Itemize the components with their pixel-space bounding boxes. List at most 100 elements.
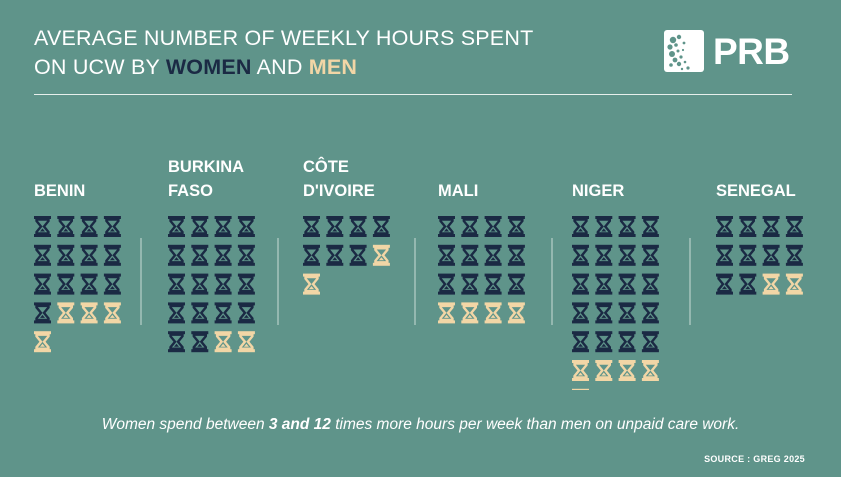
women-hourglass-icon bbox=[438, 244, 455, 266]
women-hourglass-icon bbox=[507, 216, 525, 237]
pictogram-chart: BENIN BURKINA FASO CÔTE D'IVOIRE MALI NIGER SEN… bbox=[34, 157, 803, 390]
men-hourglass-icon bbox=[618, 360, 636, 381]
women-hourglass-icon bbox=[461, 216, 479, 237]
women-hourglass-icon bbox=[214, 273, 232, 295]
footnote: Women spend between 3 and 12 times more … bbox=[0, 416, 841, 434]
men-hourglass-icon bbox=[438, 302, 455, 324]
women-hourglass-icon bbox=[191, 331, 209, 353]
women-hourglass-icon bbox=[34, 273, 51, 295]
note-bold: 3 and 12 bbox=[268, 416, 331, 433]
women-hourglass-icon bbox=[237, 302, 255, 324]
women-hourglass-icon bbox=[303, 216, 320, 237]
women-hourglass-icon bbox=[237, 273, 255, 295]
women-hourglass-icon bbox=[716, 244, 733, 266]
women-hourglass-icon bbox=[739, 216, 757, 237]
women-hourglass-icon bbox=[191, 302, 209, 324]
women-hourglass-icon bbox=[326, 244, 344, 266]
category-label: BENIN bbox=[34, 182, 85, 200]
category-label: MALI bbox=[438, 182, 478, 200]
men-hourglass-icon bbox=[572, 360, 589, 381]
men-hourglass-icon bbox=[303, 273, 320, 295]
women-hourglass-icon bbox=[326, 216, 344, 237]
women-hourglass-icon bbox=[641, 331, 659, 353]
women-hourglass-icon bbox=[237, 216, 255, 237]
women-hourglass-icon bbox=[572, 216, 589, 237]
women-hourglass-icon bbox=[716, 273, 733, 295]
men-hourglass-icon bbox=[372, 244, 390, 266]
women-hourglass-icon bbox=[303, 244, 320, 266]
women-hourglass-icon bbox=[785, 216, 803, 237]
women-hourglass-icon bbox=[349, 216, 367, 237]
women-hourglass-icon bbox=[572, 244, 589, 266]
women-hourglass-icon bbox=[80, 216, 98, 237]
men-hourglass-icon bbox=[484, 302, 502, 324]
women-hourglass-icon bbox=[57, 216, 75, 237]
women-hourglass-icon bbox=[641, 273, 659, 295]
men-hourglass-icon bbox=[214, 331, 232, 353]
women-hourglass-icon bbox=[57, 244, 75, 266]
men-hourglass-icon bbox=[572, 388, 589, 390]
women-hourglass-icon bbox=[716, 216, 733, 237]
women-hourglass-icon bbox=[237, 244, 255, 266]
women-hourglass-icon bbox=[484, 244, 502, 266]
women-hourglass-icon bbox=[103, 216, 121, 237]
category-label: CÔTE D'IVOIRE bbox=[303, 157, 375, 200]
women-hourglass-icon bbox=[168, 331, 185, 353]
women-hourglass-icon bbox=[191, 273, 209, 295]
women-hourglass-icon bbox=[103, 244, 121, 266]
women-hourglass-icon bbox=[168, 273, 185, 295]
women-hourglass-icon bbox=[214, 302, 232, 324]
women-hourglass-icon bbox=[618, 273, 636, 295]
title-divider bbox=[34, 94, 792, 95]
women-hourglass-icon bbox=[372, 216, 390, 237]
source-credit: SOURCE : GREG 2025 bbox=[704, 454, 805, 464]
women-hourglass-icon bbox=[785, 244, 803, 266]
note-after: times more hours per week than men on un… bbox=[330, 416, 740, 433]
women-hourglass-icon bbox=[618, 244, 636, 266]
chart-title: AVERAGE NUMBER OF WEEKLY HOURS SPENT ON … bbox=[34, 24, 533, 82]
category-label: NIGER bbox=[572, 182, 624, 200]
women-hourglass-icon bbox=[641, 244, 659, 266]
women-hourglass-icon bbox=[572, 273, 589, 295]
men-hourglass-icon bbox=[641, 360, 659, 381]
women-hourglass-icon bbox=[80, 244, 98, 266]
women-hourglass-icon bbox=[484, 273, 502, 295]
title-women: WOMEN bbox=[165, 55, 252, 79]
women-hourglass-icon bbox=[641, 216, 659, 237]
women-hourglass-icon bbox=[618, 216, 636, 237]
women-hourglass-icon bbox=[618, 302, 636, 324]
women-hourglass-icon bbox=[507, 273, 525, 295]
category-label: SENEGAL bbox=[716, 182, 796, 200]
globe-logo-icon bbox=[664, 30, 704, 72]
men-hourglass-icon bbox=[103, 302, 121, 324]
women-hourglass-icon bbox=[349, 244, 367, 266]
women-hourglass-icon bbox=[618, 331, 636, 353]
women-hourglass-icon bbox=[739, 273, 757, 295]
women-hourglass-icon bbox=[191, 216, 209, 237]
women-hourglass-icon bbox=[168, 216, 185, 237]
women-hourglass-icon bbox=[484, 216, 502, 237]
logo-text: PRB bbox=[713, 31, 790, 72]
title-line-2-prefix: ON UCW BY bbox=[34, 55, 166, 79]
men-hourglass-icon bbox=[762, 273, 780, 295]
women-hourglass-icon bbox=[595, 216, 613, 237]
men-hourglass-icon bbox=[785, 273, 803, 295]
women-hourglass-icon bbox=[595, 302, 613, 324]
women-hourglass-icon bbox=[572, 302, 589, 324]
women-hourglass-icon bbox=[214, 244, 232, 266]
women-hourglass-icon bbox=[57, 273, 75, 295]
women-hourglass-icon bbox=[461, 244, 479, 266]
women-hourglass-icon bbox=[595, 273, 613, 295]
women-hourglass-icon bbox=[595, 331, 613, 353]
women-hourglass-icon bbox=[507, 244, 525, 266]
women-hourglass-icon bbox=[739, 244, 757, 266]
women-hourglass-icon bbox=[168, 244, 185, 266]
women-hourglass-icon bbox=[34, 302, 51, 324]
men-hourglass-icon bbox=[507, 302, 525, 324]
prb-logo: PRB bbox=[664, 30, 794, 74]
title-and: AND bbox=[251, 55, 309, 79]
women-hourglass-icon bbox=[168, 302, 185, 324]
men-hourglass-icon bbox=[237, 331, 255, 353]
women-hourglass-icon bbox=[461, 273, 479, 295]
women-hourglass-icon bbox=[641, 302, 659, 324]
